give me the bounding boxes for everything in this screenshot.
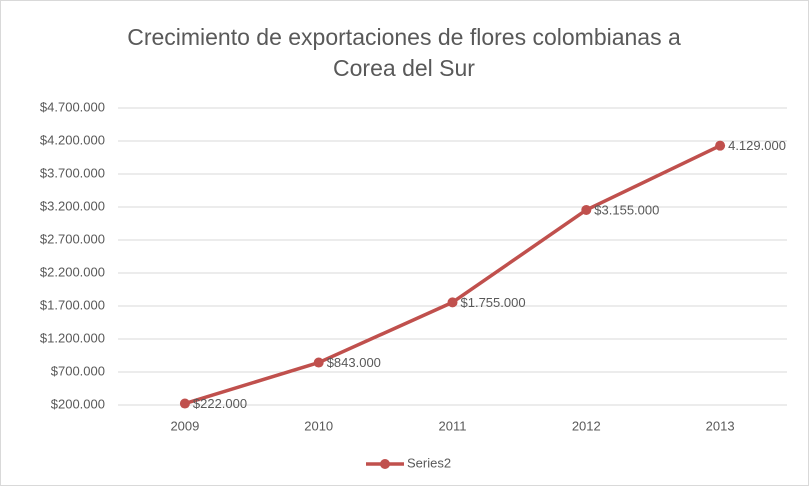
data-label: 4.129.000 xyxy=(728,138,786,153)
y-tick-label: $4.700.000 xyxy=(40,99,105,114)
data-point xyxy=(179,398,190,409)
data-label: $3.155.000 xyxy=(594,202,659,217)
y-tick-label: $3.700.000 xyxy=(40,165,105,180)
data-label: $222.000 xyxy=(193,396,247,411)
y-tick-label: $200.000 xyxy=(51,396,105,411)
y-tick-label: $1.200.000 xyxy=(40,330,105,345)
y-tick-label: $700.000 xyxy=(51,363,105,378)
data-label: $1.755.000 xyxy=(461,295,526,310)
y-tick-label: $2.200.000 xyxy=(40,264,105,279)
legend-label: Series2 xyxy=(407,455,451,470)
data-point xyxy=(313,357,324,368)
data-point xyxy=(715,140,726,151)
x-tick-label: 2010 xyxy=(304,418,333,433)
chart-title: Crecimiento de exportaciones de flores c… xyxy=(127,24,681,81)
y-tick-label: $1.700.000 xyxy=(40,297,105,312)
legend-marker xyxy=(380,459,390,469)
data-point xyxy=(447,297,458,308)
x-tick-label: 2012 xyxy=(572,418,601,433)
x-tick-label: 2013 xyxy=(706,418,735,433)
data-point xyxy=(581,204,592,215)
series-line xyxy=(184,144,721,406)
y-tick-label: $2.700.000 xyxy=(40,231,105,246)
y-tick-label: $3.200.000 xyxy=(40,198,105,213)
x-tick-label: 2009 xyxy=(170,418,199,433)
data-label: $843.000 xyxy=(327,355,381,370)
y-tick-label: $4.200.000 xyxy=(40,132,105,147)
x-tick-label: 2011 xyxy=(439,418,467,433)
